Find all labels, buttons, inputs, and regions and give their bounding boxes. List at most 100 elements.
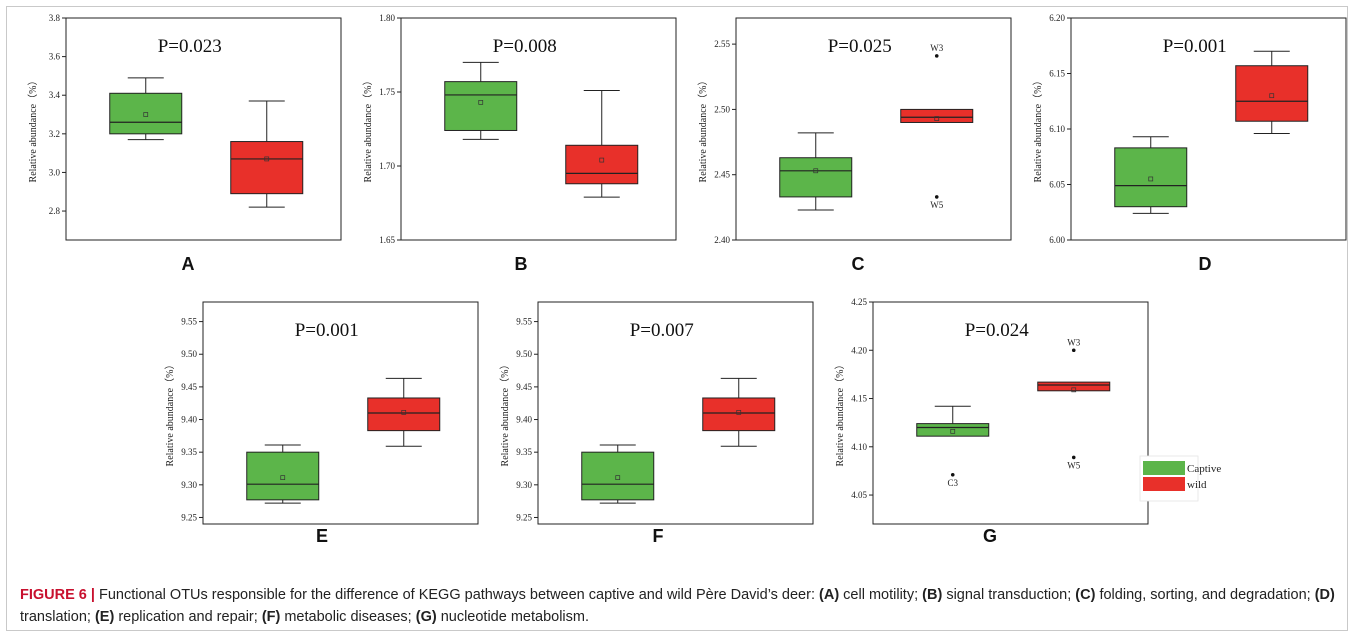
- y-tick-label: 9.55: [181, 317, 197, 327]
- panel-b: 1.65 1.70 1.75 1.80 Relative abundance（%） P=0…: [362, 13, 677, 274]
- y-tick-label: 1.70: [379, 161, 395, 171]
- plot-frame: [400, 17, 677, 241]
- mean-marker: [478, 100, 484, 105]
- panel-d: 6.00 6.05 6.10 6.15 6.20 Relative abundance（%…: [1032, 13, 1347, 274]
- box-iqr: [779, 157, 853, 198]
- box-wild: [702, 377, 776, 447]
- figure-frame: [6, 6, 1348, 631]
- y-tick-label: 9.25: [516, 512, 532, 522]
- caption-panel-ref: (B): [922, 587, 943, 603]
- y-tick-label: 2.40: [714, 235, 730, 245]
- panel-letter: G: [983, 526, 997, 546]
- outlier-label: W5: [930, 200, 943, 210]
- y-axis-label: Relative abundance（%）: [164, 360, 176, 467]
- y-tick-label: 9.30: [516, 480, 532, 490]
- box-captive: [444, 61, 518, 140]
- y-tick-label: 9.35: [181, 447, 197, 457]
- y-tick-label: 6.00: [1049, 235, 1065, 245]
- caption-text: folding, sorting, and degradation;: [1095, 587, 1315, 603]
- box-wild: [367, 377, 441, 447]
- outlier-label: W3: [930, 43, 943, 53]
- plot-frame: [735, 17, 1012, 241]
- box-iqr: [444, 81, 518, 131]
- plot-frame: [65, 17, 342, 241]
- panel-g: 4.05 4.10 4.15 4.20 4.25 Relative abundance（%…: [834, 297, 1149, 546]
- panel-a: 2.8 3.0 3.2 3.4 3.6 3.8 Relative abundance（%） P…: [27, 13, 342, 274]
- box-iqr: [246, 451, 320, 501]
- y-tick-label: 9.55: [516, 317, 532, 327]
- y-tick-label: 4.25: [851, 297, 867, 307]
- box-iqr: [581, 451, 655, 501]
- box-wild: [565, 90, 639, 198]
- y-tick-label: 3.4: [49, 90, 61, 100]
- y-axis-label: Relative abundance（%）: [834, 360, 846, 467]
- y-axis-label: Relative abundance（%）: [362, 76, 374, 183]
- box-iqr: [230, 141, 304, 195]
- legend-swatch: [1143, 461, 1185, 475]
- panel-c: 2.40 2.45 2.50 2.55 Relative abundance（%） P=0…: [697, 17, 1012, 274]
- box-wild: W3 W5: [1037, 337, 1111, 470]
- mean-marker: [615, 475, 621, 480]
- y-axis-label: Relative abundance（%）: [27, 76, 39, 183]
- box-captive: [779, 132, 853, 211]
- y-tick-label: 2.50: [714, 104, 730, 114]
- panel-letter: E: [316, 526, 328, 546]
- outlier-point: [950, 472, 955, 477]
- y-tick-label: 9.45: [181, 382, 197, 392]
- y-tick-label: 9.45: [516, 382, 532, 392]
- box-wild: [230, 100, 304, 208]
- outlier-point: [1071, 348, 1076, 353]
- y-axis-label: Relative abundance（%）: [1032, 76, 1044, 183]
- box-wild: W3 W5: [900, 43, 974, 210]
- caption-text: nucleotide metabolism.: [436, 609, 589, 625]
- y-tick-label: 4.15: [851, 394, 867, 404]
- y-tick-label: 6.20: [1049, 13, 1065, 23]
- outlier-label: W3: [1067, 337, 1080, 347]
- box-wild: [1235, 50, 1309, 134]
- y-tick-label: 4.20: [851, 345, 867, 355]
- y-tick-label: 2.55: [714, 39, 730, 49]
- box-plot-figure: 2.8 3.0 3.2 3.4 3.6 3.8 Relative abundance（%） P…: [27, 13, 1347, 546]
- legend-label: Captive: [1187, 463, 1221, 475]
- mean-marker: [1269, 93, 1275, 99]
- box-captive: [1114, 136, 1188, 214]
- outlier-label: W5: [1067, 460, 1080, 470]
- figure-caption: FIGURE 6 | Functional OTUs responsible f…: [20, 584, 1340, 628]
- box-iqr: [1037, 381, 1111, 392]
- y-tick-label: 1.65: [379, 235, 395, 245]
- mean-marker: [736, 409, 742, 415]
- y-tick-label: 1.80: [379, 13, 395, 23]
- p-value-annotation: P=0.007: [630, 320, 694, 341]
- caption-label: FIGURE 6 |: [20, 587, 95, 603]
- y-tick-label: 3.6: [49, 52, 61, 62]
- y-tick-label: 6.15: [1049, 69, 1065, 79]
- y-tick-label: 3.8: [49, 13, 61, 23]
- plot-frame: [202, 301, 479, 525]
- outlier-point: [934, 195, 939, 199]
- y-tick-label: 9.50: [516, 349, 532, 359]
- caption-text: cell motility;: [839, 587, 923, 603]
- y-tick-label: 9.35: [516, 447, 532, 457]
- y-axis-label: Relative abundance（%）: [697, 76, 709, 183]
- mean-marker: [950, 428, 956, 434]
- panel-letter: D: [1199, 254, 1212, 274]
- panel-letter: F: [653, 526, 664, 546]
- y-tick-label: 1.75: [379, 87, 395, 97]
- mean-marker: [1148, 176, 1154, 182]
- legend-swatch: [1143, 477, 1185, 491]
- caption-panel-ref: (D): [1314, 587, 1335, 603]
- plot-frame: [872, 301, 1149, 525]
- y-tick-label: 6.05: [1049, 180, 1065, 190]
- box-iqr: [565, 144, 639, 185]
- panel-e: 9.25 9.30 9.35 9.40 9.45 9.50 9.55 Relative abu…: [164, 301, 479, 546]
- legend: Captive wild: [1139, 455, 1221, 502]
- p-value-annotation: P=0.001: [295, 320, 359, 341]
- caption-text: signal transduction;: [942, 587, 1076, 603]
- y-tick-label: 3.0: [49, 167, 61, 177]
- p-value-annotation: P=0.001: [1163, 36, 1227, 57]
- p-value-annotation: P=0.023: [158, 36, 222, 57]
- box-captive: C3: [916, 405, 990, 488]
- box-captive: [581, 444, 655, 504]
- plot-frame: [537, 301, 814, 525]
- y-tick-label: 9.25: [181, 512, 197, 522]
